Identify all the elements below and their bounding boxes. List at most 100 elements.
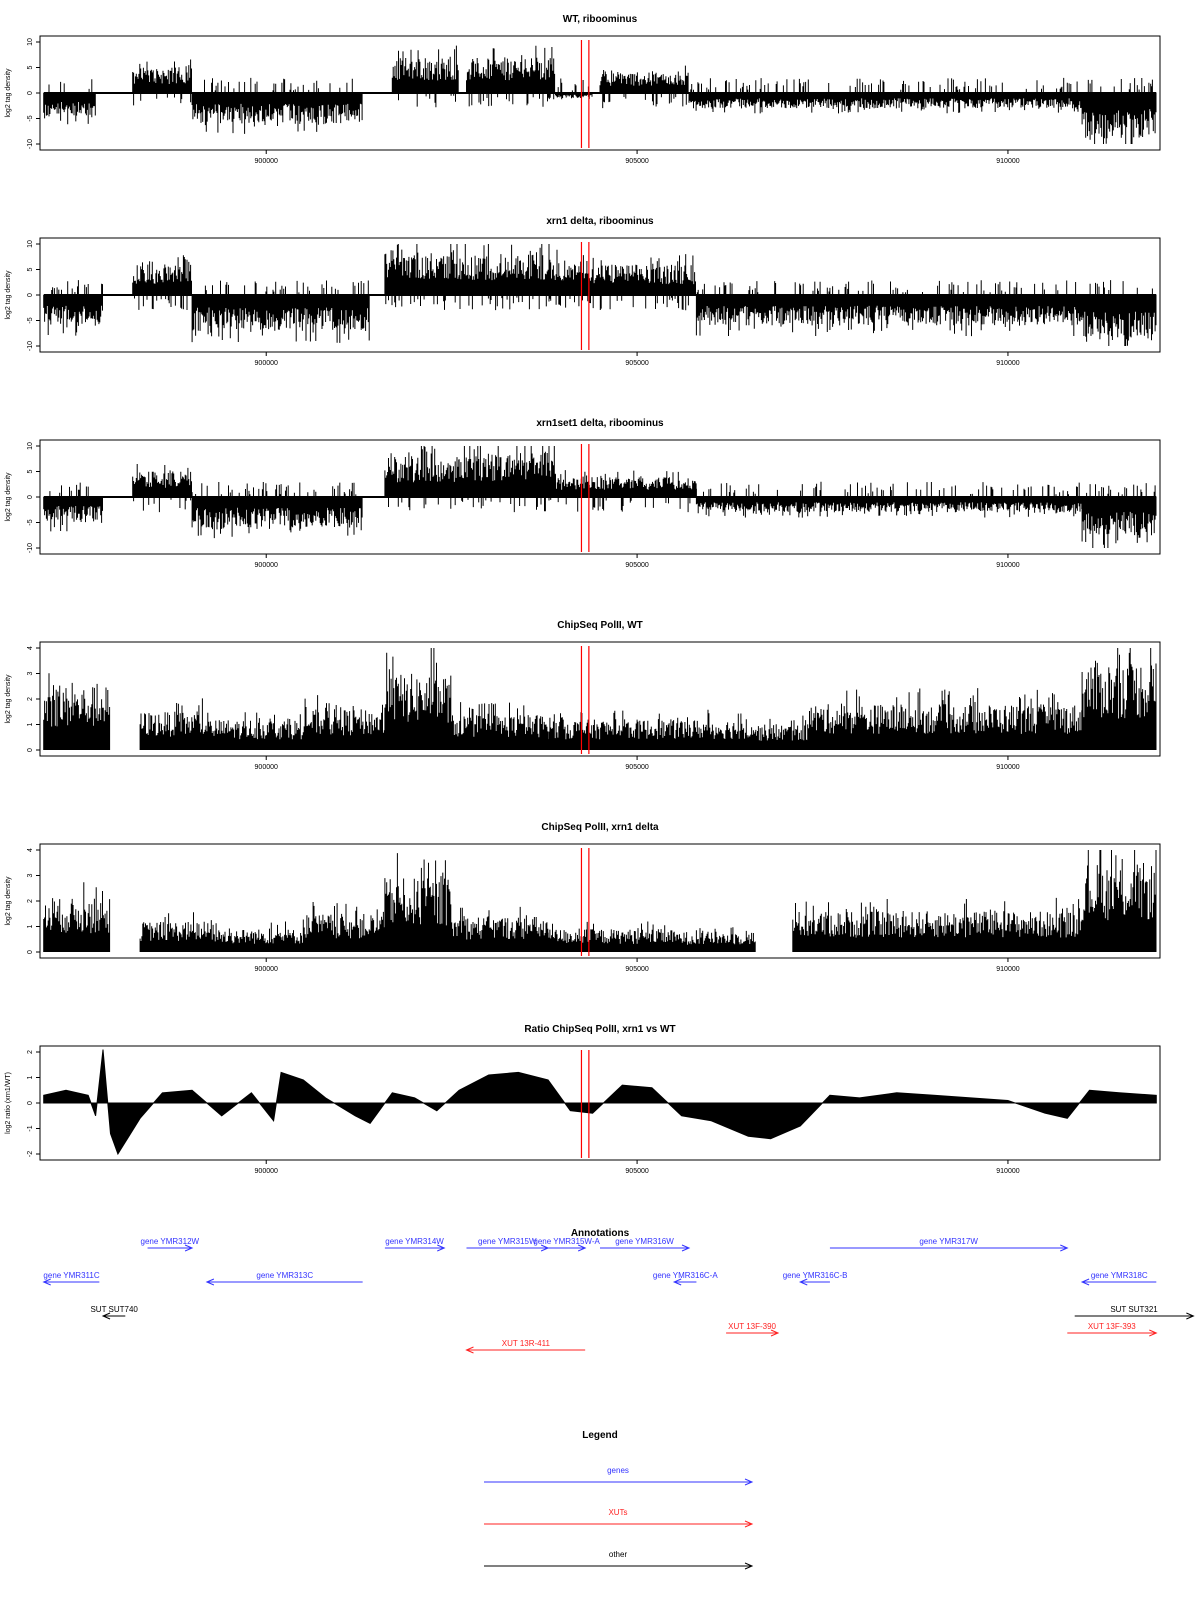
y-axis-label: log2 tag density bbox=[5, 68, 12, 118]
chart-panel-3: xrn1set1 delta, riboominus 10 5 0 -5 -10 log2 … bbox=[5, 418, 1161, 569]
y-tick-label: 5 bbox=[27, 267, 34, 271]
y-tick-label: -1 bbox=[27, 1125, 34, 1131]
arrowhead-icon bbox=[744, 1478, 754, 1486]
x-tick-label: 905000 bbox=[625, 360, 648, 367]
feature-label: gene YMR316C-B bbox=[783, 1271, 848, 1280]
chart-panel-6: Ratio ChipSeq PolII, xrn1 vs WT 2 1 0 -1 -2 lo… bbox=[5, 1024, 1161, 1175]
x-tick-label: 910000 bbox=[996, 1168, 1019, 1175]
feature-label: XUT 13R-411 bbox=[502, 1339, 551, 1348]
x-tick-label: 905000 bbox=[625, 562, 648, 569]
y-tick-label: 0 bbox=[27, 950, 34, 954]
arrowhead-icon bbox=[672, 1278, 682, 1286]
x-tick-label: 900000 bbox=[255, 360, 278, 367]
y-tick-label: 3 bbox=[27, 873, 34, 877]
y-tick-label: 0 bbox=[27, 748, 34, 752]
x-tick-label: 900000 bbox=[255, 562, 278, 569]
legend-label: other bbox=[609, 1550, 628, 1559]
legend-title: Legend bbox=[582, 1430, 618, 1441]
density-bars bbox=[43, 446, 1157, 548]
y-tick-label: 0 bbox=[27, 91, 34, 95]
arrowhead-icon bbox=[577, 1244, 587, 1252]
feature-label: gene YMR315W bbox=[478, 1237, 537, 1246]
feature-xut[interactable]: XUT 13R-411 bbox=[465, 1339, 586, 1354]
feature-gene[interactable]: gene YMR316W bbox=[600, 1237, 691, 1252]
y-tick-label: -2 bbox=[27, 1151, 34, 1157]
feature-gene[interactable]: gene YMR315W bbox=[466, 1237, 550, 1252]
chart-panel-2: xrn1 delta, riboominus 10 5 0 -5 -10 log2 tag … bbox=[5, 216, 1161, 367]
chart-title: ChipSeq PolII, WT bbox=[557, 620, 643, 631]
y-tick-label: -5 bbox=[27, 115, 34, 121]
feature-label: XUT 13F-390 bbox=[728, 1322, 776, 1331]
y-tick-label: 1 bbox=[27, 722, 34, 726]
y-tick-label: 5 bbox=[27, 469, 34, 473]
x-tick-label: 905000 bbox=[625, 764, 648, 771]
arrowhead-icon bbox=[744, 1562, 754, 1570]
arrowhead-icon bbox=[101, 1312, 111, 1320]
ratio-area bbox=[43, 1049, 1157, 1156]
y-axis-label: log2 tag density bbox=[5, 876, 12, 926]
y-tick-label: 1 bbox=[27, 1075, 34, 1079]
series-bars bbox=[43, 648, 1157, 750]
arrowhead-icon bbox=[1186, 1312, 1195, 1320]
density-bars bbox=[43, 45, 1157, 144]
chart-title: ChipSeq PolII, xrn1 delta bbox=[541, 822, 659, 833]
y-tick-label: -5 bbox=[27, 519, 34, 525]
feature-gene[interactable]: gene YMR316C-B bbox=[783, 1271, 848, 1286]
x-tick-label: 900000 bbox=[255, 1168, 278, 1175]
chart-title: WT, riboominus bbox=[563, 14, 638, 25]
feature-label: SUT SUT740 bbox=[90, 1305, 138, 1314]
x-tick-label: 910000 bbox=[996, 360, 1019, 367]
y-tick-label: 4 bbox=[27, 848, 34, 852]
y-axis-label: log2 tag density bbox=[5, 472, 12, 522]
chart-title: xrn1set1 delta, riboominus bbox=[536, 418, 664, 429]
feature-gene[interactable]: gene YMR318C bbox=[1080, 1271, 1157, 1286]
legend: Legend genes XUTs other bbox=[484, 1430, 754, 1570]
arrowhead-icon bbox=[184, 1244, 194, 1252]
arrowhead-icon bbox=[540, 1244, 550, 1252]
feature-label: gene YMR312W bbox=[141, 1237, 200, 1246]
feature-gene[interactable]: gene YMR314W bbox=[384, 1237, 446, 1252]
y-tick-label: -10 bbox=[27, 543, 34, 553]
density-bars bbox=[43, 648, 1157, 750]
feature-label: gene YMR317W bbox=[919, 1237, 978, 1246]
y-tick-label: 1 bbox=[27, 924, 34, 928]
feature-label: gene YMR313C bbox=[256, 1271, 313, 1280]
feature-gene[interactable]: gene YMR315W-A bbox=[533, 1237, 600, 1252]
x-tick-label: 910000 bbox=[996, 562, 1019, 569]
arrowhead-icon bbox=[681, 1244, 691, 1252]
feature-gene[interactable]: gene YMR317W bbox=[829, 1237, 1069, 1252]
feature-label: gene YMR315W-A bbox=[533, 1237, 600, 1246]
arrowhead-icon bbox=[205, 1278, 215, 1286]
x-tick-label: 910000 bbox=[996, 966, 1019, 973]
arrowhead-icon bbox=[798, 1278, 808, 1286]
x-tick-label: 900000 bbox=[255, 158, 278, 165]
feature-xut[interactable]: XUT 13F-390 bbox=[726, 1322, 780, 1337]
feature-gene[interactable]: gene YMR312W bbox=[141, 1237, 200, 1252]
feature-other[interactable]: SUT SUT740 bbox=[90, 1305, 138, 1320]
arrowhead-icon bbox=[770, 1329, 780, 1337]
feature-gene[interactable]: gene YMR316C-A bbox=[653, 1271, 718, 1286]
arrowhead-icon bbox=[744, 1520, 754, 1528]
x-tick-label: 900000 bbox=[255, 966, 278, 973]
y-tick-label: 0 bbox=[27, 293, 34, 297]
arrowhead-icon bbox=[1080, 1278, 1090, 1286]
feature-label: gene YMR318C bbox=[1091, 1271, 1148, 1280]
feature-label: gene YMR316C-A bbox=[653, 1271, 718, 1280]
y-tick-label: 0 bbox=[27, 495, 34, 499]
arrowhead-icon bbox=[1060, 1244, 1069, 1252]
y-tick-label: -10 bbox=[27, 341, 34, 351]
feature-gene[interactable]: gene YMR311C bbox=[42, 1271, 100, 1286]
x-tick-label: 905000 bbox=[625, 966, 648, 973]
feature-label: XUT 13F-393 bbox=[1088, 1322, 1136, 1331]
arrowhead-icon bbox=[1149, 1329, 1158, 1337]
y-tick-label: -10 bbox=[27, 139, 34, 149]
x-tick-label: 910000 bbox=[996, 764, 1019, 771]
x-tick-label: 905000 bbox=[625, 1168, 648, 1175]
y-tick-label: -5 bbox=[27, 317, 34, 323]
feature-gene[interactable]: gene YMR313C bbox=[205, 1271, 363, 1286]
feature-xut[interactable]: XUT 13F-393 bbox=[1067, 1322, 1158, 1337]
feature-other[interactable]: SUT SUT321 bbox=[1074, 1305, 1195, 1320]
legend-label: genes bbox=[607, 1466, 629, 1475]
feature-label: SUT SUT321 bbox=[1110, 1305, 1158, 1314]
y-tick-label: 0 bbox=[27, 1101, 34, 1105]
